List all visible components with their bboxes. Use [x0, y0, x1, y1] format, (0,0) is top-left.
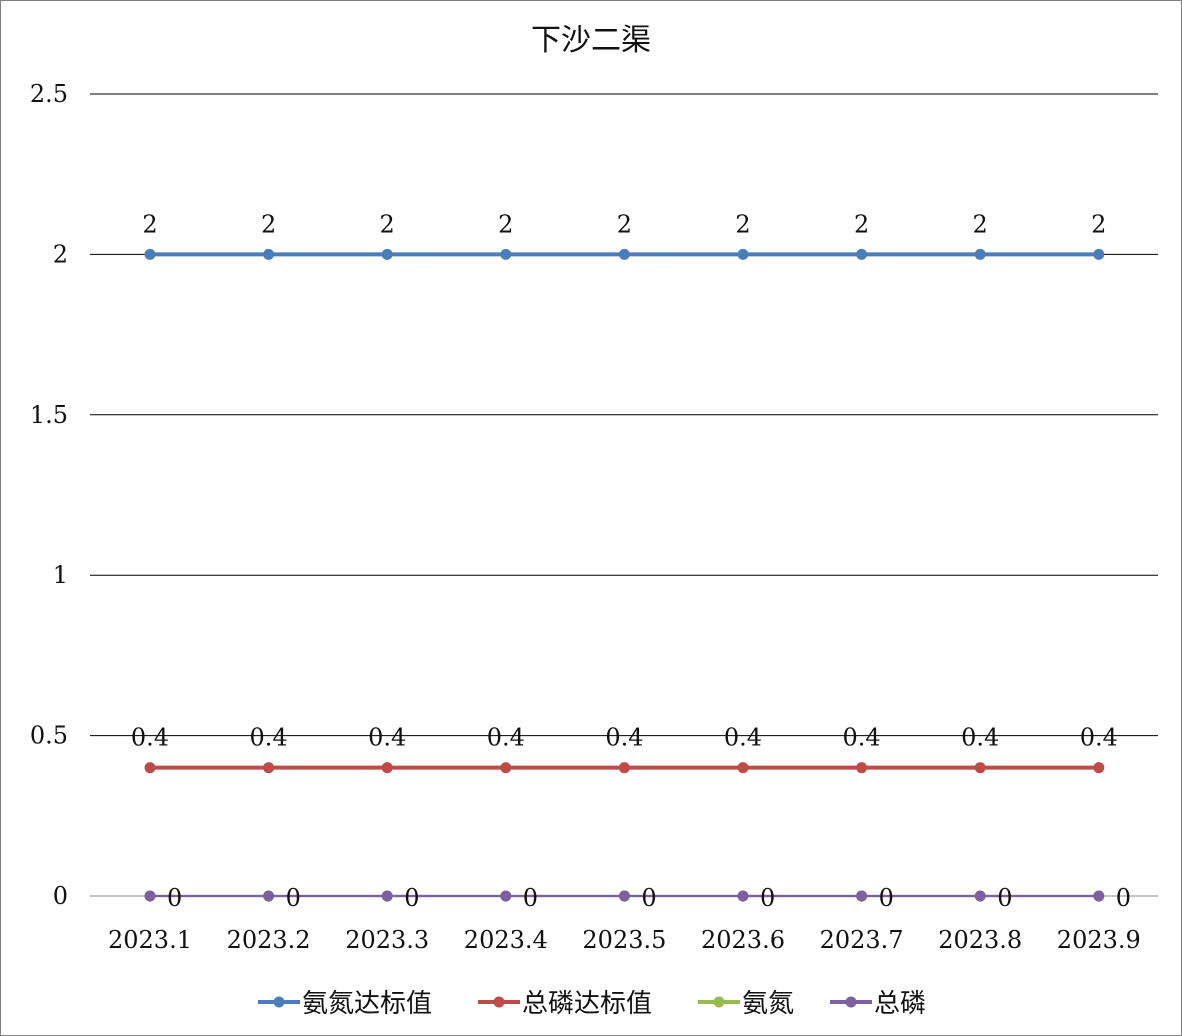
data-point [618, 762, 630, 774]
y-tick-label: 2 [53, 240, 68, 268]
legend-swatch-marker [845, 996, 857, 1008]
data-label: 0.4 [131, 724, 169, 752]
data-point [144, 890, 156, 902]
x-axis-tick-labels: 2023.1 2023.2 2023.3 2023.4 2023.5 2023.6 2023… [108, 896, 1141, 954]
data-point [1093, 248, 1105, 260]
x-tick-label: 2023.7 [820, 926, 904, 954]
data-point [856, 762, 868, 774]
data-label: 2 [735, 210, 750, 238]
data-label: 0 [641, 884, 656, 912]
data-point [618, 890, 630, 902]
legend-swatch-marker [713, 996, 725, 1008]
data-label: 0.4 [961, 724, 999, 752]
series-group [144, 762, 1105, 774]
y-axis-tick-labels: 0 0.5 1 1.5 2 2.5 [30, 80, 68, 910]
legend-label: 总磷 [874, 989, 926, 1019]
data-point [381, 762, 393, 774]
data-label: 0 [760, 884, 775, 912]
data-label: 0.4 [724, 724, 762, 752]
data-point [856, 890, 868, 902]
data-point [974, 248, 986, 260]
data-point [1093, 890, 1105, 902]
data-point [974, 762, 986, 774]
data-point [500, 890, 512, 902]
x-tick-label: 2023.9 [1057, 926, 1141, 954]
data-point [381, 890, 393, 902]
data-point [144, 248, 156, 260]
data-label: 0.4 [843, 724, 881, 752]
legend-item: 总磷 [830, 989, 926, 1019]
data-point [500, 762, 512, 774]
data-label: 0.4 [605, 724, 643, 752]
data-point [618, 248, 630, 260]
y-tick-label: 1.5 [30, 401, 68, 429]
data-label: 2 [380, 210, 395, 238]
data-label: 0 [997, 884, 1012, 912]
data-point [737, 762, 749, 774]
data-point [144, 762, 156, 774]
data-point [1093, 762, 1105, 774]
legend-item: 氨氮 [698, 989, 794, 1019]
data-point [856, 248, 868, 260]
x-tick-label: 2023.3 [345, 926, 429, 954]
y-tick-label: 1 [53, 561, 68, 589]
data-label: 0.4 [250, 724, 288, 752]
x-tick-label: 2023.6 [701, 926, 785, 954]
data-label: 0.4 [368, 724, 406, 752]
x-tick-label: 2023.8 [938, 926, 1022, 954]
data-label: 2 [261, 210, 276, 238]
data-label: 0 [404, 884, 419, 912]
data-label: 0 [167, 884, 182, 912]
series-lines [144, 248, 1105, 902]
legend: 氨氮达标值 总磷达标值 氨氮 总磷 [258, 989, 926, 1019]
data-label: 2 [854, 210, 869, 238]
x-tick-label: 2023.2 [227, 926, 311, 954]
data-point [263, 890, 275, 902]
legend-label: 总磷达标值 [522, 989, 652, 1019]
legend-item: 氨氮达标值 [258, 989, 432, 1019]
data-point [974, 890, 986, 902]
series-group [144, 890, 1105, 902]
x-tick-label: 2023.5 [582, 926, 666, 954]
data-label: 0 [879, 884, 894, 912]
data-label: 2 [142, 210, 157, 238]
data-point [381, 248, 393, 260]
legend-swatch-marker [493, 996, 505, 1008]
y-tick-label: 0.5 [30, 722, 68, 750]
x-tick-label: 2023.1 [108, 926, 192, 954]
data-point [737, 248, 749, 260]
data-point [737, 890, 749, 902]
data-labels: 2 2 2 2 2 2 2 2 2 0.4 0.4 0.4 0.4 0.4 0.4 0.4 0.4 0.4 0 0 0 0… [131, 210, 1131, 912]
legend-swatch-marker [273, 996, 285, 1008]
data-label: 2 [973, 210, 988, 238]
legend-label: 氨氮达标值 [302, 989, 432, 1019]
data-label: 0.4 [1080, 724, 1118, 752]
y-tick-label: 2.5 [30, 80, 68, 108]
y-tick-label: 0 [53, 882, 68, 910]
data-point [500, 248, 512, 260]
data-label: 2 [617, 210, 632, 238]
x-tick-label: 2023.4 [464, 926, 548, 954]
legend-label: 氨氮 [742, 989, 794, 1019]
data-label: 2 [1091, 210, 1106, 238]
data-label: 0 [286, 884, 301, 912]
data-label: 0 [1116, 884, 1131, 912]
data-point [263, 248, 275, 260]
series-group [144, 248, 1105, 260]
data-label: 0 [523, 884, 538, 912]
data-point [263, 762, 275, 774]
data-label: 0.4 [487, 724, 525, 752]
data-label: 2 [498, 210, 513, 238]
legend-item: 总磷达标值 [478, 989, 652, 1019]
chart-title: 下沙二渠 [531, 23, 651, 58]
